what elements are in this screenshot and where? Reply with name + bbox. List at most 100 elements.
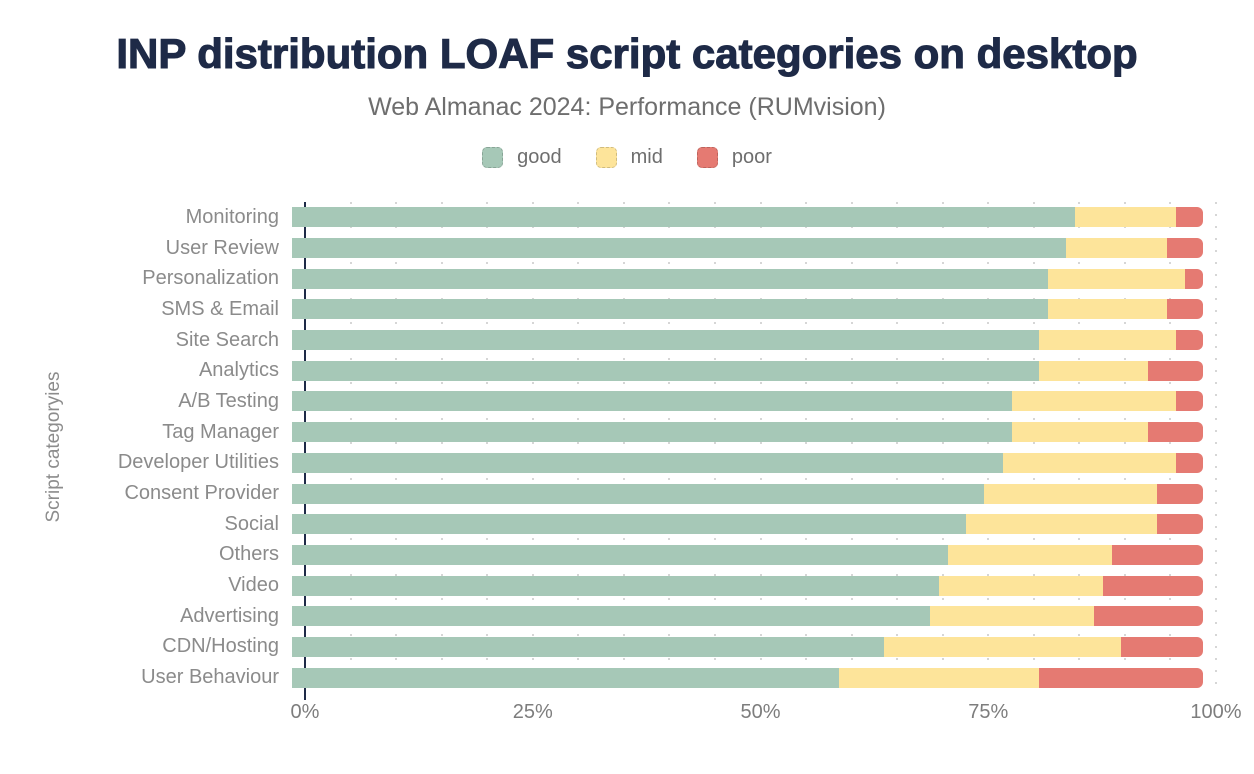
category-label: User Behaviour	[141, 666, 279, 689]
bar-row: Video	[0, 570, 1254, 601]
bar-segment-poor	[1039, 667, 1203, 688]
gridline-50	[759, 202, 762, 693]
bar-segment-mid	[929, 606, 1094, 627]
bar-segment-poor	[1148, 422, 1203, 443]
bar-row: Others	[0, 540, 1254, 571]
bar-segment-mid	[1002, 452, 1176, 473]
category-label: Analytics	[198, 359, 279, 382]
category-label: Personalization	[142, 267, 279, 290]
category-label: SMS & Email	[161, 297, 279, 320]
legend-label: mid	[630, 146, 663, 168]
bar-track	[292, 452, 1203, 473]
legend-item-mid: mid	[595, 146, 663, 169]
category-label: User Review	[165, 236, 279, 259]
bar-row: Analytics	[0, 355, 1254, 386]
bar-row: Tag Manager	[0, 417, 1254, 448]
bar-segment-good	[292, 422, 1012, 443]
bar-segment-mid	[1039, 330, 1176, 351]
bar-track	[292, 667, 1203, 688]
bar-segment-mid	[1066, 238, 1167, 259]
bar-segment-poor	[1111, 544, 1203, 565]
gridline-20	[486, 202, 489, 693]
bar-segment-poor	[1175, 391, 1203, 412]
bar-segment-mid	[966, 514, 1158, 535]
gridline-10	[395, 202, 398, 693]
bar-segment-mid	[1039, 360, 1149, 381]
gridline-40	[668, 202, 671, 693]
bar-segment-good	[292, 636, 885, 657]
bar-segment-mid	[1048, 299, 1167, 320]
bar-segment-good	[292, 330, 1040, 351]
x-tick-label: 75%	[968, 701, 1009, 723]
legend-swatch-good	[482, 147, 504, 168]
bar-segment-good	[292, 391, 1012, 412]
gridline-90	[1123, 202, 1126, 693]
category-label: Developer Utilities	[117, 451, 279, 474]
bar-track	[292, 636, 1203, 657]
bar-track	[292, 299, 1203, 320]
bar-segment-good	[292, 238, 1067, 259]
bar-track	[292, 391, 1203, 412]
bar-row: Social	[0, 509, 1254, 540]
bar-segment-good	[292, 483, 985, 504]
gridlines	[305, 202, 1217, 693]
bar-segment-good	[292, 299, 1049, 320]
category-label: A/B Testing	[178, 389, 279, 412]
bar-segment-poor	[1175, 452, 1203, 473]
legend-swatch-poor	[696, 147, 718, 168]
legend: good mid poor	[0, 146, 1254, 169]
bar-row: CDN/Hosting	[0, 632, 1254, 663]
bar-segment-mid	[938, 575, 1103, 596]
bar-segment-poor	[1184, 268, 1203, 289]
gridline-75	[987, 202, 990, 693]
gridline-65	[896, 202, 899, 693]
bar-row: Personalization	[0, 263, 1254, 294]
bar-segment-good	[292, 606, 930, 627]
gridline-80	[1032, 202, 1035, 693]
bar-track	[292, 360, 1203, 381]
bar-row: Site Search	[0, 325, 1254, 356]
bar-segment-poor	[1157, 483, 1203, 504]
bar-segment-good	[292, 207, 1076, 228]
chart-title: INP distribution LOAF script categories …	[116, 29, 1138, 77]
bar-segment-poor	[1093, 606, 1203, 627]
bar-segment-mid	[1011, 422, 1149, 443]
bar-segment-mid	[884, 636, 1121, 657]
bar-segment-mid	[838, 667, 1039, 688]
bar-track	[292, 483, 1203, 504]
bar-segment-mid	[1048, 268, 1185, 289]
bar-track	[292, 514, 1203, 535]
category-label: Monitoring	[185, 205, 279, 228]
bar-track	[292, 330, 1203, 351]
bar-row: Consent Provider	[0, 478, 1254, 509]
bar-segment-poor	[1175, 330, 1203, 351]
bar-segment-good	[292, 360, 1040, 381]
bar-segment-poor	[1175, 207, 1203, 228]
bar-segment-poor	[1102, 575, 1203, 596]
legend-label: good	[517, 146, 562, 168]
bar-segment-poor	[1148, 360, 1203, 381]
bar-segment-poor	[1157, 514, 1203, 535]
bar-segment-good	[292, 575, 939, 596]
bar-segment-poor	[1166, 299, 1203, 320]
bar-track	[292, 544, 1203, 565]
x-tick-label: 25%	[512, 701, 553, 723]
gridline-35	[622, 202, 625, 693]
bar-segment-good	[292, 514, 967, 535]
x-axis-tick-labels: 0% 25% 50% 75% 100%	[0, 701, 1254, 725]
bar-segment-poor	[1166, 238, 1203, 259]
bar-segment-good	[292, 268, 1049, 289]
category-label: Site Search	[175, 328, 279, 351]
bar-row: Monitoring	[0, 202, 1254, 233]
bar-segment-good	[292, 667, 839, 688]
y-axis-line	[304, 202, 306, 700]
gridline-5	[349, 202, 352, 693]
gridline-95	[1169, 202, 1172, 693]
bar-track	[292, 422, 1203, 443]
category-label: Tag Manager	[162, 420, 279, 443]
category-label: CDN/Hosting	[162, 635, 279, 658]
bar-segment-mid	[984, 483, 1158, 504]
gridline-25	[531, 202, 534, 693]
gridline-60	[850, 202, 853, 693]
